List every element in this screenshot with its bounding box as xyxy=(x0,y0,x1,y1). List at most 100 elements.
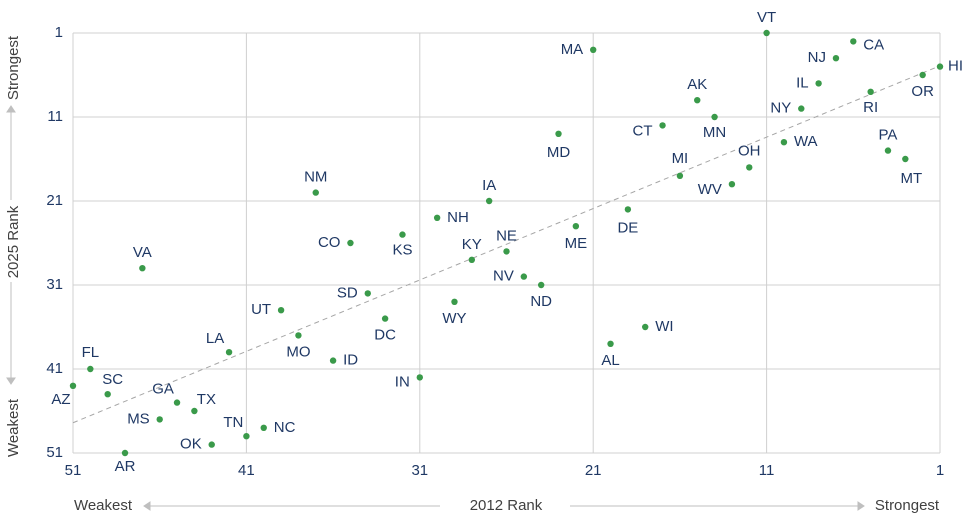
point xyxy=(156,416,163,423)
point-label: WV xyxy=(698,181,722,198)
point xyxy=(191,407,198,415)
point xyxy=(832,55,840,62)
point-label: VT xyxy=(757,9,776,26)
point xyxy=(815,80,822,87)
point-label: MD xyxy=(547,144,570,161)
point-label: ND xyxy=(530,293,552,310)
point xyxy=(850,38,857,45)
point xyxy=(711,113,718,121)
axis-arrows xyxy=(6,105,865,511)
point xyxy=(537,281,545,289)
point-label: CA xyxy=(863,36,884,53)
point xyxy=(936,63,944,70)
point xyxy=(694,97,701,104)
point xyxy=(260,424,267,431)
x-tick-label: 21 xyxy=(585,462,602,479)
x-axis-title: 2012 Rank xyxy=(470,497,543,514)
y-tick-label: 51 xyxy=(46,444,63,461)
point-label: NY xyxy=(770,100,791,117)
point xyxy=(607,340,614,347)
point xyxy=(780,139,788,146)
point xyxy=(381,315,389,322)
x-tick-label: 11 xyxy=(759,462,775,479)
y-low-label: Weakest xyxy=(5,398,22,457)
point xyxy=(451,298,458,305)
point xyxy=(399,231,406,238)
y-high-label: Strongest xyxy=(5,35,22,100)
point xyxy=(104,391,111,398)
point-label: TX xyxy=(197,391,216,408)
point-label: CT xyxy=(633,122,653,139)
point-label: WA xyxy=(794,133,818,150)
point xyxy=(364,290,371,297)
point xyxy=(884,147,892,154)
point-label: VA xyxy=(133,244,152,261)
y-tick-label: 41 xyxy=(46,360,63,377)
point-label: MN xyxy=(703,124,726,141)
point-label: MS xyxy=(127,410,150,427)
x-tick-label: 51 xyxy=(65,462,82,479)
point-label: NJ xyxy=(808,49,826,66)
point-label: TN xyxy=(223,414,243,431)
point xyxy=(277,307,285,314)
point-label: DE xyxy=(617,219,638,236)
point-label: RI xyxy=(863,99,878,116)
point-label: GA xyxy=(152,381,174,398)
point xyxy=(121,449,129,457)
point-label: OH xyxy=(738,142,761,159)
point-label: PA xyxy=(879,127,898,144)
y-tick-label: 21 xyxy=(46,192,63,209)
x-tick-label: 31 xyxy=(411,462,428,479)
x-high-label: Strongest xyxy=(875,497,940,514)
point-label: IA xyxy=(482,177,496,194)
point xyxy=(503,248,510,255)
point-label: WY xyxy=(442,310,466,327)
point xyxy=(225,349,233,356)
point xyxy=(433,214,441,221)
point xyxy=(329,357,337,364)
point xyxy=(295,332,302,339)
point-label: IN xyxy=(395,373,410,390)
point-label: ME xyxy=(565,235,588,252)
y-axis-title: 2025 Rank xyxy=(5,205,22,278)
trend-line xyxy=(72,65,941,424)
point xyxy=(555,130,562,137)
point xyxy=(208,441,215,448)
point xyxy=(676,172,684,179)
point-label: NC xyxy=(274,419,296,436)
point-label: HI xyxy=(948,58,963,75)
point xyxy=(416,374,423,381)
point xyxy=(728,181,736,188)
point xyxy=(139,265,146,272)
point xyxy=(763,29,770,37)
point-label: MI xyxy=(672,150,689,167)
point-label: AR xyxy=(115,458,136,475)
point-label: NE xyxy=(496,227,517,244)
point xyxy=(243,433,250,440)
point-label: UT xyxy=(251,301,271,318)
x-low-label: Weakest xyxy=(74,497,133,514)
point-label: KS xyxy=(392,242,412,259)
point xyxy=(312,189,319,196)
point xyxy=(69,382,77,389)
point xyxy=(798,105,805,112)
point xyxy=(659,122,666,129)
point xyxy=(347,239,354,247)
point xyxy=(468,256,476,263)
point-label: LA xyxy=(206,330,224,347)
y-tick-label: 11 xyxy=(47,108,63,125)
x-tick-label: 1 xyxy=(936,462,944,479)
point-label: MT xyxy=(900,170,922,187)
point xyxy=(572,223,580,230)
point-label: NH xyxy=(447,209,469,226)
point-label: KY xyxy=(462,236,482,253)
point-label: SD xyxy=(337,284,358,301)
point xyxy=(624,206,632,213)
point-label: WI xyxy=(655,318,673,335)
point-label: MA xyxy=(561,41,584,58)
x-tick-label: 41 xyxy=(238,462,255,479)
point xyxy=(590,46,597,53)
y-tick-label: 31 xyxy=(46,276,63,293)
point xyxy=(87,365,94,373)
